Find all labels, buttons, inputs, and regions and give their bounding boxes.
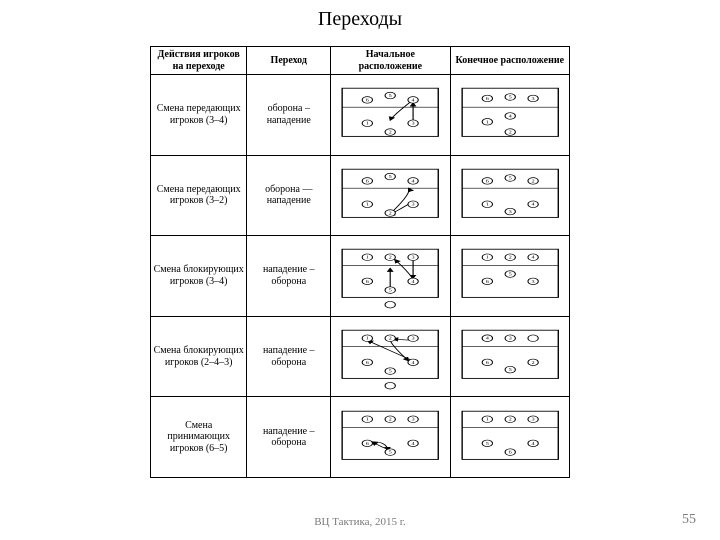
table-row: Смена передающих игроков (3–2)оборона — … — [151, 155, 570, 236]
table-row: Смена блокирующих игроков (3–4)нападение… — [151, 236, 570, 317]
svg-text:3: 3 — [531, 417, 535, 422]
page-title: Переходы — [0, 8, 720, 31]
svg-text:3: 3 — [412, 203, 416, 208]
cell-end-diagram: 1 2 3 4 5 6 — [450, 236, 569, 317]
cell-end-diagram: 1 2 3 4 5 6 — [450, 397, 569, 478]
svg-text:1: 1 — [366, 417, 370, 422]
footer-text: ВЦ Тактика, 2015 г. — [0, 516, 720, 528]
svg-text:2: 2 — [531, 361, 535, 366]
cell-start-diagram: 1 2 3 4 5 6 — [331, 316, 450, 397]
svg-text:4: 4 — [531, 441, 535, 446]
cell-action: Смена блокирующих игроков (2–4–3) — [151, 316, 247, 397]
svg-text:4: 4 — [485, 337, 489, 342]
svg-text:4: 4 — [412, 280, 416, 285]
svg-text:6: 6 — [366, 441, 370, 446]
svg-text:2: 2 — [389, 211, 393, 216]
svg-text:5: 5 — [389, 289, 393, 294]
svg-text:1: 1 — [485, 121, 489, 126]
svg-text:2: 2 — [531, 179, 535, 184]
svg-text:6: 6 — [366, 361, 370, 366]
table-row: Смена принимающих игроков (6–5)нападение… — [151, 397, 570, 478]
svg-text:1: 1 — [485, 256, 489, 261]
svg-text:3: 3 — [531, 280, 535, 285]
header-end: Конечное расположение — [450, 47, 569, 75]
svg-text:5: 5 — [389, 370, 393, 375]
transitions-table-wrap: Действия игроков на переходе Переход Нач… — [150, 46, 570, 478]
svg-text:2: 2 — [389, 417, 393, 422]
svg-text:5: 5 — [508, 96, 512, 101]
cell-start-diagram: 1 2 3 4 5 6 — [331, 75, 450, 156]
svg-text:5: 5 — [389, 94, 393, 99]
cell-transition: нападение – оборона — [247, 397, 331, 478]
svg-text:1: 1 — [366, 337, 370, 342]
svg-text:3: 3 — [412, 256, 416, 261]
svg-text:1: 1 — [485, 203, 489, 208]
svg-text:6: 6 — [366, 99, 370, 104]
header-actions: Действия игроков на переходе — [151, 47, 247, 75]
svg-text:3: 3 — [412, 337, 416, 342]
svg-text:2: 2 — [508, 256, 512, 261]
svg-text:3: 3 — [412, 417, 416, 422]
cell-end-diagram: 1 2 3 4 5 6 — [450, 155, 569, 236]
svg-text:6: 6 — [508, 450, 512, 455]
cell-transition: нападение – оборона — [247, 316, 331, 397]
svg-text:4: 4 — [412, 99, 416, 104]
cell-start-diagram: 1 2 3 4 5 6 — [331, 236, 450, 317]
svg-text:4: 4 — [412, 179, 416, 184]
header-start: Начальное расположение — [331, 47, 450, 75]
svg-text:5: 5 — [508, 176, 512, 181]
svg-text:1: 1 — [366, 256, 370, 261]
svg-text:1: 1 — [366, 122, 370, 127]
svg-text:5: 5 — [508, 273, 512, 278]
svg-text:2: 2 — [508, 131, 512, 136]
svg-text:5: 5 — [389, 450, 393, 455]
svg-text:6: 6 — [366, 280, 370, 285]
svg-text:2: 2 — [389, 131, 393, 136]
svg-text:3: 3 — [508, 210, 512, 215]
svg-text:1: 1 — [366, 203, 370, 208]
table-header-row: Действия игроков на переходе Переход Нач… — [151, 47, 570, 75]
svg-text:5: 5 — [485, 441, 489, 446]
transitions-table: Действия игроков на переходе Переход Нач… — [150, 46, 570, 478]
page-number: 55 — [682, 512, 696, 528]
svg-text:2: 2 — [389, 337, 393, 342]
svg-text:5: 5 — [508, 368, 512, 373]
svg-text:6: 6 — [485, 280, 489, 285]
svg-text:4: 4 — [412, 361, 416, 366]
cell-end-diagram: 123456 — [450, 316, 569, 397]
svg-text:6: 6 — [366, 179, 370, 184]
svg-text:3: 3 — [508, 337, 512, 342]
svg-text:4: 4 — [508, 115, 512, 120]
svg-text:3: 3 — [531, 97, 535, 102]
svg-text:4: 4 — [531, 256, 535, 261]
cell-end-diagram: 1 2 3 4 5 6 — [450, 75, 569, 156]
svg-text:2: 2 — [508, 417, 512, 422]
cell-action: Смена передающих игроков (3–2) — [151, 155, 247, 236]
svg-text:6: 6 — [485, 179, 489, 184]
table-row: Смена блокирующих игроков (2–4–3)нападен… — [151, 316, 570, 397]
svg-text:2: 2 — [389, 256, 393, 261]
cell-action: Смена принимающих игроков (6–5) — [151, 397, 247, 478]
cell-action: Смена передающих игроков (3–4) — [151, 75, 247, 156]
svg-text:4: 4 — [412, 441, 416, 446]
svg-text:6: 6 — [485, 361, 489, 366]
cell-transition: оборона – нападение — [247, 75, 331, 156]
svg-text:5: 5 — [389, 175, 393, 180]
cell-start-diagram: 1 2 3 4 5 6 — [331, 155, 450, 236]
header-transition: Переход — [247, 47, 331, 75]
cell-start-diagram: 1 2 3 4 5 6 — [331, 397, 450, 478]
svg-text:6: 6 — [485, 97, 489, 102]
cell-transition: оборона — нападение — [247, 155, 331, 236]
cell-action: Смена блокирующих игроков (3–4) — [151, 236, 247, 317]
svg-text:3: 3 — [412, 122, 416, 127]
svg-text:1: 1 — [485, 417, 489, 422]
svg-text:4: 4 — [531, 203, 535, 208]
table-row: Смена передающих игроков (3–4)оборона – … — [151, 75, 570, 156]
cell-transition: нападение – оборона — [247, 236, 331, 317]
